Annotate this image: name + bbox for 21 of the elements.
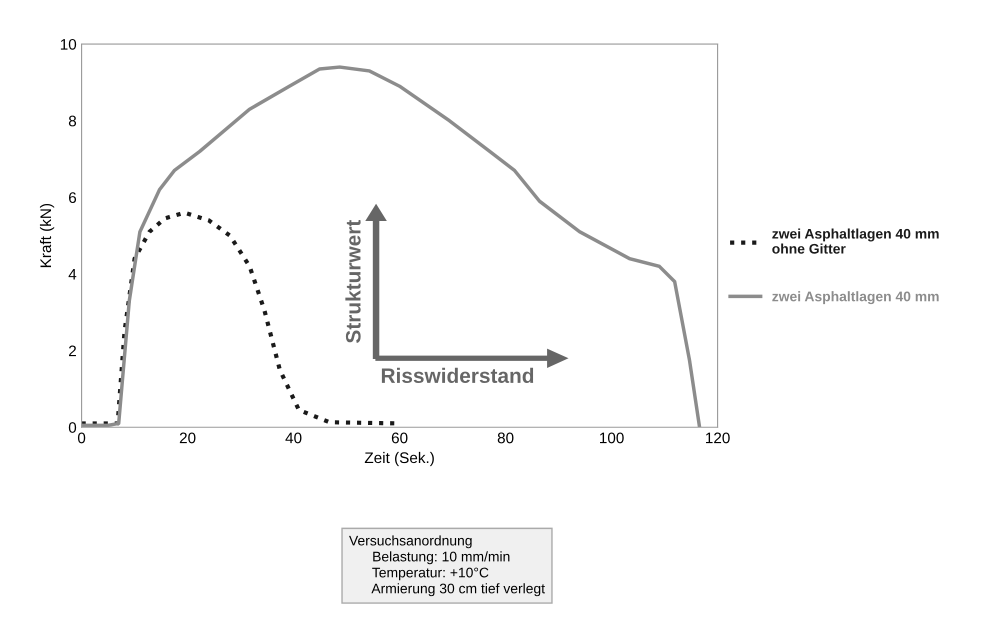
x-tick-label: 20 <box>180 432 196 444</box>
y-tick-label: 6 <box>69 192 76 204</box>
annotation: Risswiderstand <box>382 368 534 384</box>
y-tick-label: 4 <box>68 269 76 280</box>
line-series <box>82 65 702 428</box>
legend-label: zwei Asphaltlagen 40 mm <box>772 291 939 304</box>
y-tick-label: 8 <box>68 116 76 126</box>
annotation: Strukturwert <box>345 220 361 343</box>
legend-label: zwei Asphaltlagen 40 mm ohne Gitter <box>772 228 939 254</box>
y-tick-label: 2 <box>69 345 76 356</box>
x-tick-label: 60 <box>392 432 408 444</box>
x-tick-label: 40 <box>285 432 302 444</box>
x-tick-label: 0 <box>78 432 86 444</box>
y-tick-label: 0 <box>68 422 76 433</box>
y-tick-label: 10 <box>60 38 76 50</box>
x-axis-title: Zeit (Sek.) <box>364 452 434 466</box>
x-tick-label: 80 <box>498 432 514 444</box>
x-tick-label: 120 <box>706 432 730 444</box>
text: Versuchsanordnung Belastung: 10 mm/min Temperatur: +10°C Armierung 30 cm tief verlegt <box>349 535 545 596</box>
y-axis-title: Kraft (kN) <box>40 204 54 268</box>
x-tick-label: 100 <box>600 432 624 444</box>
